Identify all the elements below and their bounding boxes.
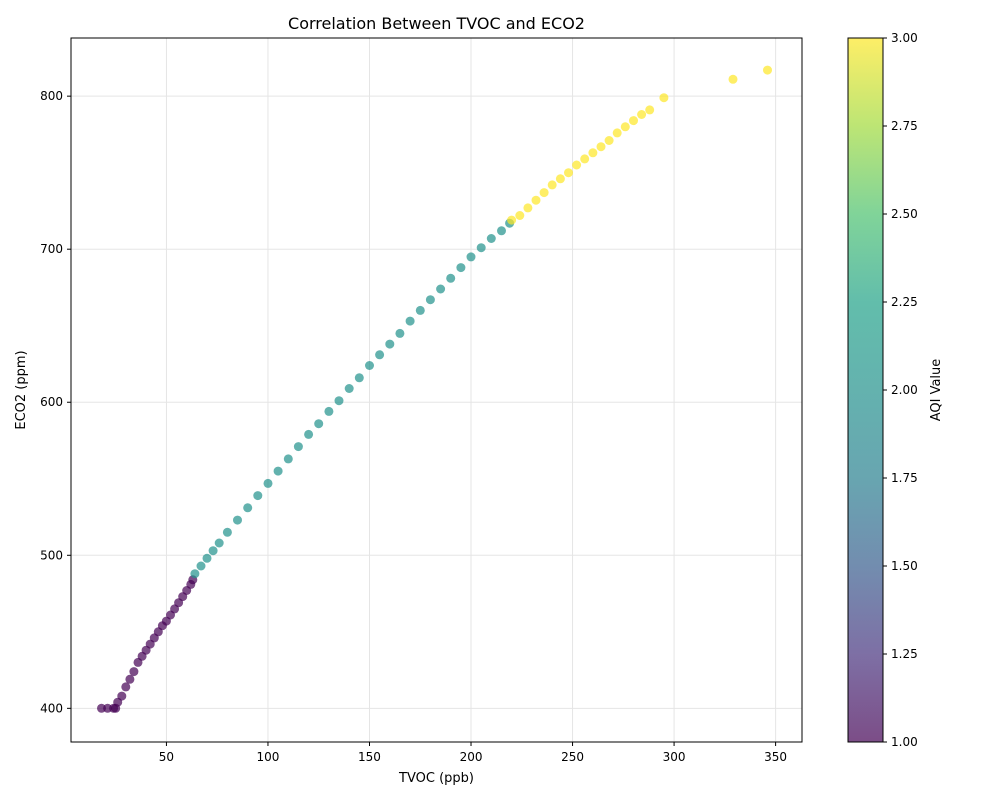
colorbar-gradient xyxy=(848,38,883,742)
scatter-point-aqi-3 xyxy=(728,74,738,84)
grid-lines xyxy=(71,38,802,742)
y-axis-ticks: 400 500 600 700 800 xyxy=(40,89,71,715)
scatter-point-aqi-2 xyxy=(273,466,283,476)
scatter-point-aqi-2 xyxy=(476,243,486,253)
scatter-point-aqi-1 xyxy=(117,691,127,701)
scatter-point-aqi-3 xyxy=(515,211,525,220)
colorbar-tick-label: 2.00 xyxy=(891,383,918,397)
scatter-point-aqi-3 xyxy=(596,142,606,152)
plot-frame xyxy=(70,37,803,743)
scatter-point-aqi-2 xyxy=(446,273,456,283)
colorbar-tick-label: 1.50 xyxy=(891,559,918,573)
colorbar-tick-label: 2.75 xyxy=(891,119,918,133)
scatter-point-aqi-3 xyxy=(637,110,647,119)
colorbar-tick-label: 3.00 xyxy=(891,31,918,45)
scatter-point-aqi-2 xyxy=(375,350,385,360)
x-tick-label: 200 xyxy=(460,750,483,764)
y-tick-label: 700 xyxy=(40,242,63,256)
scatter-point-aqi-2 xyxy=(208,546,218,556)
scatter-point-aqi-3 xyxy=(564,168,573,178)
scatter-point-aqi-2 xyxy=(324,406,334,416)
scatter-point-aqi-2 xyxy=(233,515,242,525)
colorbar-tick-label: 1.00 xyxy=(891,735,918,749)
scatter-point-aqi-3 xyxy=(531,195,541,205)
colorbar-tick-label: 2.25 xyxy=(891,295,918,309)
scatter-point-aqi-2 xyxy=(486,234,496,243)
scatter-point-aqi-2 xyxy=(304,429,314,439)
scatter-point-aqi-3 xyxy=(659,93,669,103)
x-tick-label: 150 xyxy=(358,750,381,764)
scatter-point-aqi-2 xyxy=(456,263,466,273)
x-tick-label: 350 xyxy=(764,750,787,764)
scatter-point-aqi-3 xyxy=(507,215,517,225)
scatter-point-aqi-3 xyxy=(604,136,614,145)
scatter-point-aqi-2 xyxy=(436,284,446,294)
y-tick-label: 500 xyxy=(40,548,63,562)
chart-title: Correlation Between TVOC and ECO2 xyxy=(288,14,585,33)
scatter-point-aqi-3 xyxy=(645,105,655,115)
scatter-point-aqi-3 xyxy=(572,160,582,170)
y-tick-label: 800 xyxy=(40,89,63,103)
scatter-point-aqi-2 xyxy=(222,527,232,537)
y-axis-label: ECO2 (ppm) xyxy=(14,350,29,429)
data-points xyxy=(97,65,772,713)
y-tick-label: 600 xyxy=(40,395,63,409)
scatter-point-aqi-2 xyxy=(344,384,354,393)
colorbar-tick-label: 1.75 xyxy=(891,471,918,485)
scatter-point-aqi-2 xyxy=(314,419,324,429)
x-axis-label: TVOC (ppb) xyxy=(398,771,474,786)
scatter-point-aqi-2 xyxy=(202,553,212,563)
scatter-point-aqi-2 xyxy=(497,226,506,236)
scatter-point-aqi-3 xyxy=(588,148,598,158)
scatter-point-aqi-2 xyxy=(243,503,253,513)
scatter-point-aqi-2 xyxy=(395,328,405,338)
scatter-point-aqi-3 xyxy=(547,180,557,190)
scatter-point-aqi-2 xyxy=(196,561,206,571)
scatter-point-aqi-2 xyxy=(354,373,364,383)
scatter-point-aqi-2 xyxy=(425,295,435,305)
scatter-point-aqi-2 xyxy=(263,478,273,488)
scatter-point-aqi-2 xyxy=(253,491,263,501)
scatter-point-aqi-2 xyxy=(283,454,293,464)
x-tick-label: 50 xyxy=(159,750,174,764)
x-tick-label: 300 xyxy=(663,750,686,764)
colorbar-tick-label: 1.25 xyxy=(891,647,918,661)
scatter-point-aqi-3 xyxy=(539,188,549,198)
scatter-point-aqi-2 xyxy=(365,361,374,370)
scatter-point-aqi-1 xyxy=(121,682,131,692)
scatter-point-aqi-1 xyxy=(125,674,135,684)
scatter-point-aqi-2 xyxy=(405,316,415,326)
scatter-point-aqi-2 xyxy=(214,538,224,548)
scatter-point-aqi-2 xyxy=(385,339,395,349)
scatter-point-aqi-3 xyxy=(620,122,630,132)
scatter-point-aqi-3 xyxy=(523,203,533,213)
scatter-point-aqi-2 xyxy=(190,569,200,579)
colorbar-ticks: 1.00 1.25 1.50 1.75 2.00 2.25 2.50 2.75 3.00 xyxy=(883,31,918,749)
scatter-point-aqi-2 xyxy=(415,305,425,315)
colorbar-label: AQI Value xyxy=(929,359,944,422)
scatter-point-aqi-3 xyxy=(580,154,590,164)
scatter-point-aqi-3 xyxy=(763,65,772,75)
scatter-point-aqi-3 xyxy=(555,174,565,184)
scatter-point-aqi-2 xyxy=(334,396,344,406)
scatter-point-aqi-3 xyxy=(629,116,638,126)
x-tick-label: 250 xyxy=(561,750,584,764)
scatter-point-aqi-2 xyxy=(293,442,303,452)
scatter-point-aqi-2 xyxy=(466,252,476,262)
y-tick-label: 400 xyxy=(40,701,63,715)
x-tick-label: 100 xyxy=(257,750,280,764)
x-axis-ticks: 50 100 150 200 250 300 350 xyxy=(159,742,787,764)
scatter-point-aqi-3 xyxy=(612,128,622,138)
scatter-point-aqi-1 xyxy=(129,667,139,677)
colorbar-tick-label: 2.50 xyxy=(891,207,918,221)
